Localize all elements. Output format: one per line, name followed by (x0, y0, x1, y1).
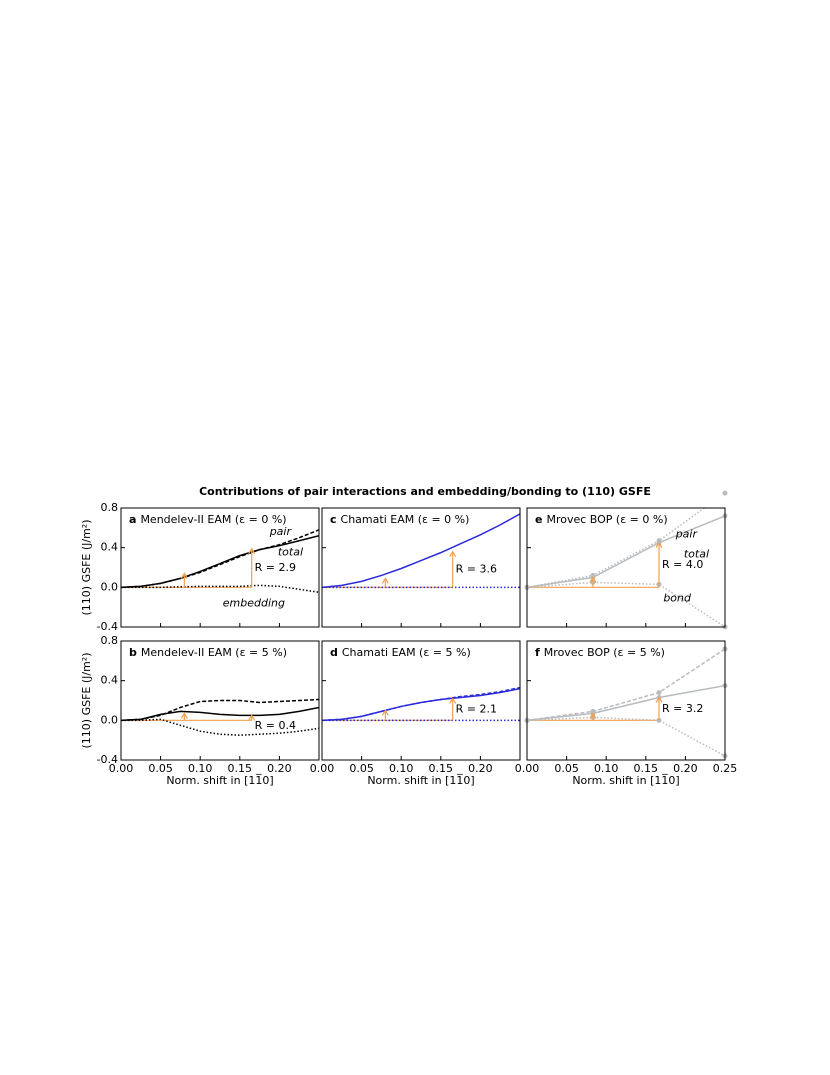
series-line (527, 515, 725, 589)
series-line (121, 698, 319, 722)
plot-frame (120, 507, 320, 628)
x-tick-label: 0.15 (634, 762, 659, 775)
panel-title-text: Mrovec BOP (ε = 0 %) (546, 513, 667, 526)
x-tick-label: 0.05 (148, 762, 173, 775)
panel-label: b (129, 646, 137, 659)
x-axis-label: Norm. shift in [11̅0] (367, 774, 474, 787)
panel-label: e (535, 513, 542, 526)
series-line (527, 508, 706, 589)
annotation: R = 0.4 (255, 719, 296, 732)
x-tick-label: 0.10 (389, 762, 414, 775)
y-axis-label: (110) GSFE (J/m²) (80, 652, 93, 748)
arrow-head (589, 712, 597, 719)
x-axis-label: Norm. shift in [11̅0] (166, 774, 273, 787)
panel-label: d (330, 646, 338, 659)
arrow-head (589, 576, 597, 583)
annotation: R = 2.1 (456, 702, 497, 715)
x-tick-label: 0.10 (594, 762, 619, 775)
x-tick-label: 0.15 (228, 762, 253, 775)
arrow-head (655, 541, 663, 549)
panel-title-text: Mendelev-II EAM (ε = 5 %) (141, 646, 287, 659)
panel-title: e Mrovec BOP (ε = 0 %) (535, 513, 668, 526)
x-tick-label: 0.00 (310, 762, 335, 775)
data-point (656, 538, 662, 544)
y-tick-label: 0.4 (101, 674, 119, 687)
series-label: pair (269, 525, 293, 538)
arrow-head (248, 714, 256, 721)
arrow-head (180, 712, 188, 719)
arrow-head (381, 709, 389, 716)
panel-title-text: Mendelev-II EAM (ε = 0 %) (140, 513, 286, 526)
plot-frame (526, 507, 726, 628)
x-tick-label: 0.00 (515, 762, 540, 775)
series-label: pair (675, 528, 699, 541)
y-tick-label: 0.8 (101, 634, 119, 647)
y-tick-label: 0.0 (101, 580, 119, 593)
series-label: total (684, 548, 709, 561)
series-label: total (278, 546, 303, 559)
data-point (590, 708, 596, 714)
x-tick-label: 0.20 (673, 762, 698, 775)
annotation: R = 4.0 (662, 558, 703, 571)
arrow-head (180, 572, 188, 579)
data-point (590, 572, 596, 578)
series-line (527, 648, 725, 722)
plot-frame (526, 640, 726, 761)
panel-title: a Mendelev-II EAM (ε = 0 %) (129, 513, 287, 526)
panel-label: a (129, 513, 136, 526)
x-tick-label: 0.05 (349, 762, 374, 775)
arrow-head (449, 550, 457, 557)
plot-frame (321, 640, 521, 761)
x-tick-label: 0.00 (109, 762, 134, 775)
series-line (121, 584, 319, 594)
series-line (527, 716, 725, 757)
y-tick-label: 0.0 (101, 713, 119, 726)
x-tick-label: 0.25 (713, 762, 738, 775)
panel-title-text: Chamati EAM (ε = 0 %) (341, 513, 470, 526)
panel-label: f (535, 646, 540, 659)
x-tick-label: 0.15 (429, 762, 454, 775)
y-axis-label: (110) GSFE (J/m²) (80, 519, 93, 615)
annotation: R = 2.9 (255, 561, 296, 574)
plot-frame (321, 507, 521, 628)
series-line (121, 529, 319, 589)
x-tick-label: 0.20 (267, 762, 292, 775)
data-point (722, 490, 728, 496)
annotation: R = 3.6 (456, 562, 497, 575)
x-tick-label: 0.20 (468, 762, 493, 775)
panel-title: f Mrovec BOP (ε = 5 %) (535, 646, 665, 659)
arrow-head (655, 696, 663, 703)
series-line (527, 581, 725, 627)
arrow-head (248, 547, 256, 554)
y-tick-label: -0.4 (97, 620, 118, 633)
data-point (656, 690, 662, 696)
panel-label: c (330, 513, 337, 526)
y-tick-label: 0.8 (101, 501, 119, 514)
y-tick-label: -0.4 (97, 753, 118, 766)
series-line (322, 513, 520, 589)
panel-title-text: Mrovec BOP (ε = 5 %) (544, 646, 665, 659)
arrow-head (449, 697, 457, 704)
arrow-head (381, 577, 389, 584)
series-line (322, 686, 520, 722)
x-axis-label: Norm. shift in [11̅0] (572, 774, 679, 787)
series-label: embedding (223, 596, 285, 609)
series-label: bond (663, 591, 692, 604)
figure-title: Contributions of pair interactions and e… (199, 485, 651, 498)
panel-title: c Chamati EAM (ε = 0 %) (330, 513, 469, 526)
panel-title: d Chamati EAM (ε = 5 %) (330, 646, 471, 659)
plot-frame (120, 640, 320, 761)
panel-title-text: Chamati EAM (ε = 5 %) (342, 646, 471, 659)
y-tick-label: 0.4 (101, 541, 119, 554)
annotation: R = 3.2 (662, 702, 703, 715)
panel-title: b Mendelev-II EAM (ε = 5 %) (129, 646, 287, 659)
series-line (527, 684, 725, 722)
x-tick-label: 0.10 (188, 762, 213, 775)
x-tick-label: 0.05 (554, 762, 579, 775)
